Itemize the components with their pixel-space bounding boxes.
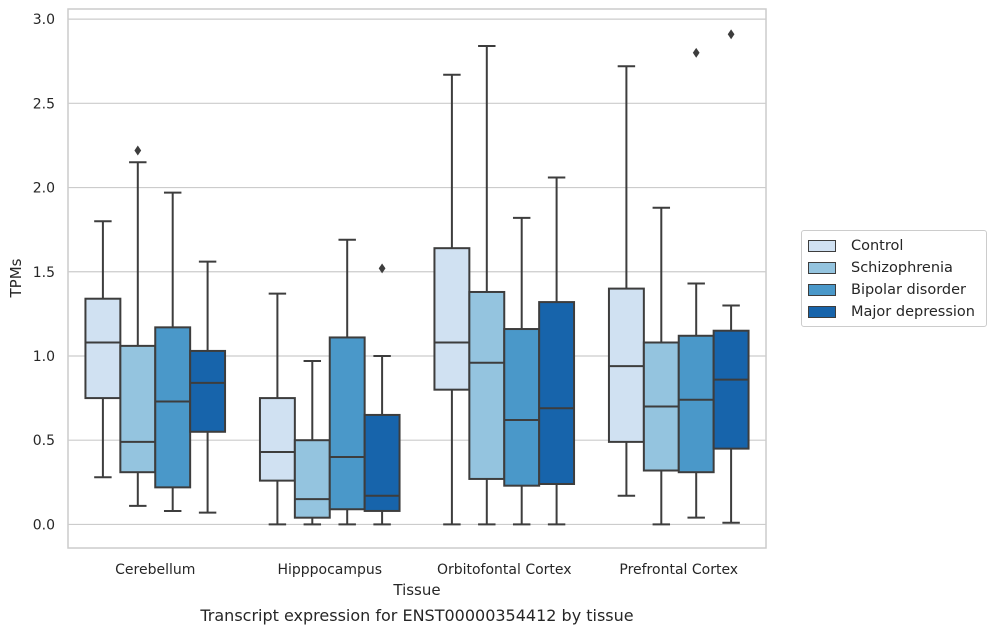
- box-2-2: [503, 216, 541, 526]
- box-plots: [84, 29, 750, 526]
- box-2-0: [433, 73, 471, 526]
- box-iqr: [433, 247, 471, 391]
- x-tick-labels: Cerebellum Hipppocampus Orbitofontal Corte…: [115, 562, 738, 578]
- y-tick-label: 1.0: [33, 349, 55, 365]
- legend-item-control: Control: [808, 237, 903, 255]
- box-iqr: [677, 334, 715, 474]
- legend-item-major-depression: Major depression: [808, 303, 975, 321]
- box-iqr: [538, 301, 576, 485]
- y-tick-label: 3.0: [33, 12, 55, 28]
- box-iqr: [189, 349, 227, 433]
- box-iqr: [258, 397, 296, 482]
- box-iqr: [119, 344, 157, 474]
- box-1-3: [363, 263, 401, 526]
- legend-label-major-depression: Major depression: [851, 304, 975, 320]
- legend-item-schizophrenia: Schizophrenia: [808, 259, 953, 277]
- outlier-point: [134, 145, 142, 156]
- y-tick-label: 0.0: [33, 517, 55, 533]
- box-iqr: [712, 329, 750, 450]
- box-0-3: [189, 260, 227, 514]
- x-tick-label: Cerebellum: [115, 562, 195, 578]
- box-0-2: [154, 191, 192, 512]
- box-3-0: [607, 65, 645, 497]
- legend-label-control: Control: [851, 238, 904, 254]
- box-iqr: [503, 328, 541, 487]
- outlier-point: [378, 263, 386, 274]
- box-3-3: [712, 29, 750, 524]
- chart-caption: Transcript expression for ENST0000035441…: [200, 606, 634, 625]
- box-iqr: [154, 326, 192, 489]
- box-0-0: [84, 220, 122, 479]
- y-tick-label: 0.5: [33, 433, 55, 449]
- y-tick-labels: 0.0 0.5 1.0 1.5 2.0 2.5 3.0: [33, 12, 55, 533]
- box-1-2: [328, 238, 366, 526]
- outlier-point: [727, 29, 735, 40]
- legend-swatch-major-depression: [808, 306, 836, 318]
- y-tick-label: 2.0: [33, 181, 55, 197]
- x-axis-label: Tissue: [392, 581, 440, 599]
- plot-frame: [67, 8, 767, 549]
- box-iqr: [328, 336, 366, 511]
- legend-swatch-schizophrenia: [808, 262, 836, 274]
- outlier-point: [692, 47, 700, 58]
- legend: Control Schizophrenia Bipolar disorder M…: [801, 230, 987, 327]
- legend-label-bipolar-disorder: Bipolar disorder: [851, 282, 966, 298]
- box-iqr: [468, 290, 506, 480]
- box-2-3: [538, 176, 576, 526]
- x-tick-label: Orbitofontal Cortex: [437, 562, 572, 578]
- y-tick-label: 2.5: [33, 96, 55, 112]
- box-iqr: [84, 297, 122, 400]
- x-tick-label: Prefrontal Cortex: [619, 562, 738, 578]
- y-tick-label: 1.5: [33, 265, 55, 281]
- legend-swatch-bipolar-disorder: [808, 284, 836, 296]
- box-iqr: [293, 439, 331, 519]
- y-axis-label: TPMs: [7, 258, 25, 298]
- x-tick-label: Hipppocampus: [277, 562, 382, 578]
- box-1-0: [258, 292, 296, 526]
- legend-label-schizophrenia: Schizophrenia: [851, 260, 953, 276]
- box-1-1: [293, 360, 331, 526]
- box-3-2: [677, 47, 715, 519]
- box-2-1: [468, 45, 506, 526]
- legend-swatch-control: [808, 240, 836, 252]
- box-3-1: [642, 206, 680, 526]
- box-0-1: [119, 145, 157, 507]
- legend-item-bipolar-disorder: Bipolar disorder: [808, 281, 966, 299]
